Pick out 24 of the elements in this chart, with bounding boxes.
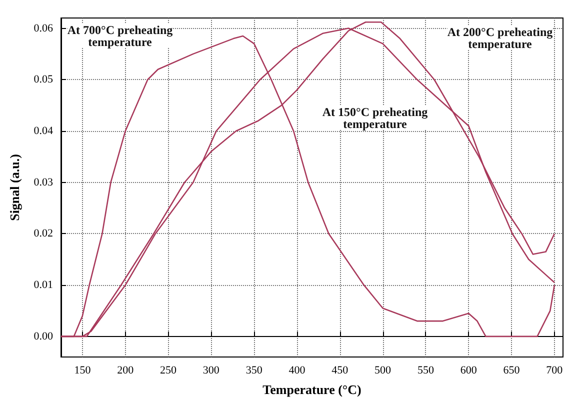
x-tick-label: 250 xyxy=(160,364,178,376)
x-tick-label: 500 xyxy=(374,364,392,376)
annotation: At 700°C preheating temperature xyxy=(67,23,173,49)
annotation: At 150°C preheating temperature xyxy=(322,105,428,131)
y-tick-label: 0.01 xyxy=(34,279,53,292)
x-axis-title: Temperature (°C) xyxy=(262,382,362,397)
x-tick-label: 400 xyxy=(288,364,306,376)
x-tick-label: 200 xyxy=(117,364,134,376)
x-tick-label: 350 xyxy=(246,364,263,376)
x-tick-label: 550 xyxy=(417,364,434,376)
y-tick-label: 0.04 xyxy=(34,125,54,137)
y-tick-label: 0.06 xyxy=(34,22,54,34)
y-tick-label: 0.00 xyxy=(34,330,54,342)
x-tick-label: 700 xyxy=(546,364,564,376)
x-tick-label: 300 xyxy=(202,364,220,376)
x-tick-label: 650 xyxy=(503,364,520,376)
x-tick-label: 150 xyxy=(74,364,92,376)
y-tick-label: 0.02 xyxy=(34,228,53,240)
y-axis-title: Signal (a.u.) xyxy=(7,154,22,221)
x-tick-label: 450 xyxy=(332,364,349,376)
x-tick-label: 600 xyxy=(460,364,478,376)
annotation: At 200°C preheating temperature xyxy=(447,25,553,51)
y-tick-label: 0.05 xyxy=(34,74,54,86)
y-tick-label: 0.03 xyxy=(34,176,54,188)
